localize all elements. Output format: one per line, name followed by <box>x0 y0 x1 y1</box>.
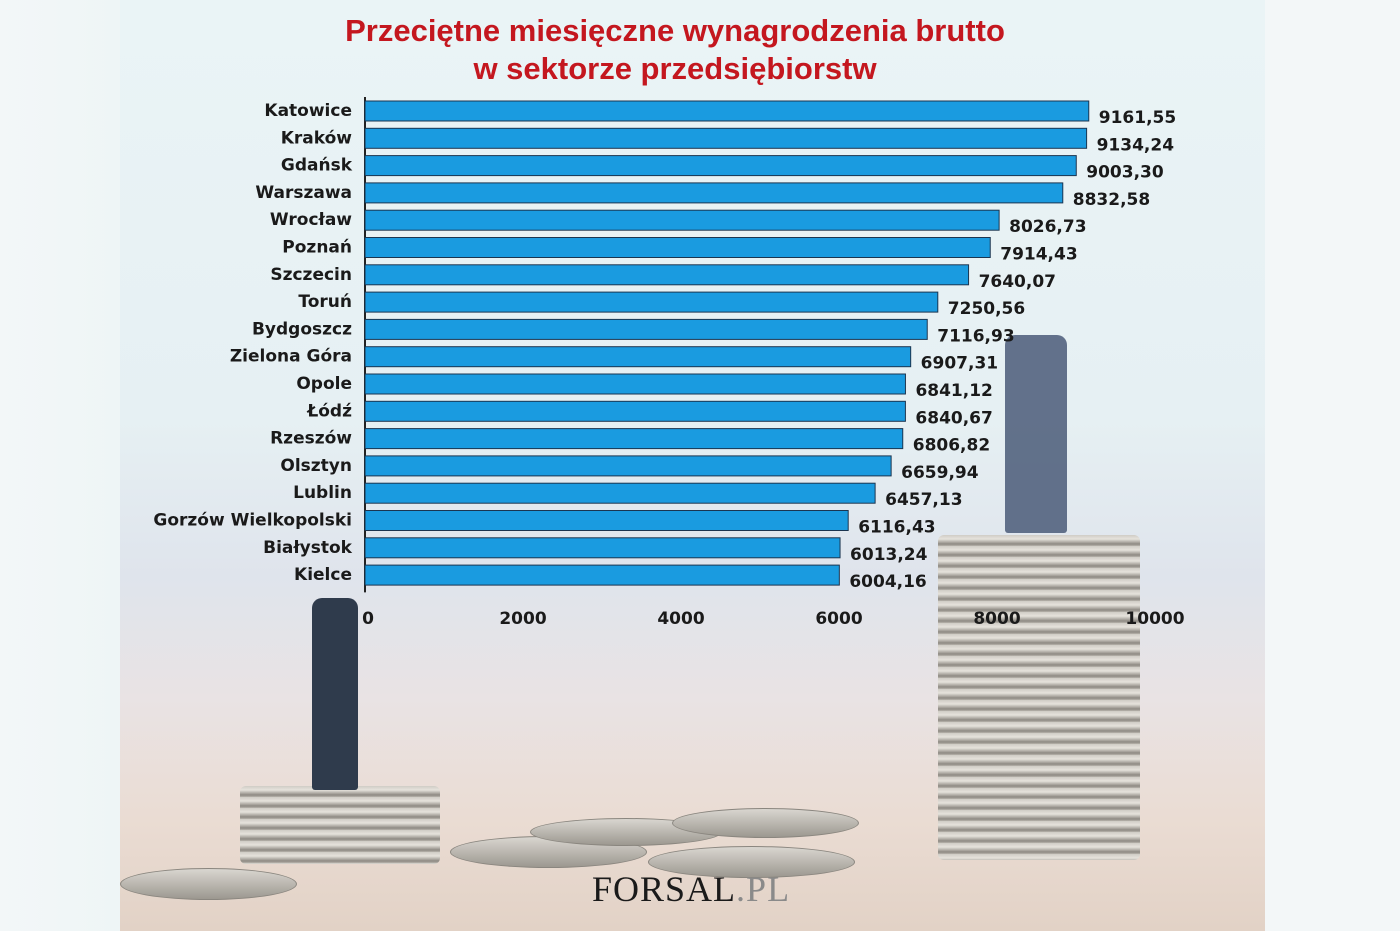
bar <box>364 127 1088 149</box>
value-label: 7250,56 <box>948 299 1025 319</box>
chart-title: Przeciętne miesięczne wynagrodzenia brut… <box>345 13 1005 86</box>
coin <box>672 808 859 838</box>
businessman-figure-left <box>312 598 358 790</box>
value-label: 6116,43 <box>858 518 935 538</box>
value-label: 6013,24 <box>850 545 928 565</box>
category-label: Gdańsk <box>281 156 353 176</box>
category-label: Poznań <box>282 238 352 258</box>
category-label: Gorzów Wielkopolski <box>153 511 352 531</box>
value-label: 6659,94 <box>901 463 979 483</box>
coin <box>648 846 855 878</box>
bar <box>364 209 1000 231</box>
bar <box>364 100 1090 122</box>
forsal-logo: FORSAL.PL <box>592 869 791 909</box>
category-label: Rzeszów <box>270 429 352 449</box>
bar <box>364 237 991 258</box>
value-label: 6907,31 <box>921 354 998 374</box>
value-label: 8832,58 <box>1073 190 1150 210</box>
coin-stack-right <box>938 535 1140 860</box>
bar <box>364 346 912 368</box>
bar <box>364 564 840 586</box>
value-label: 6457,13 <box>885 490 962 510</box>
x-tick-label: 0 <box>362 609 374 629</box>
x-tick-label: 10000 <box>1125 609 1184 629</box>
bar <box>364 155 1077 177</box>
x-tick-label: 8000 <box>973 609 1020 629</box>
category-label: Zielona Góra <box>230 347 352 367</box>
x-tick-label: 6000 <box>815 609 862 629</box>
value-label: 9003,30 <box>1086 163 1164 183</box>
value-label: 6841,12 <box>915 381 992 401</box>
category-label: Łódź <box>306 401 352 421</box>
x-tick-label: 4000 <box>657 609 704 629</box>
bar <box>364 537 841 559</box>
bar <box>364 510 849 531</box>
value-label: 8026,73 <box>1009 217 1086 237</box>
value-label: 6840,67 <box>915 408 992 428</box>
value-label: 6806,82 <box>913 436 990 456</box>
value-label: 6004,16 <box>849 572 926 592</box>
category-label: Opole <box>296 374 352 394</box>
value-label: 7116,93 <box>937 326 1014 346</box>
value-label: 7914,43 <box>1000 245 1077 265</box>
category-label: Lublin <box>293 483 352 503</box>
bar <box>364 182 1064 204</box>
category-label: Kielce <box>294 565 352 585</box>
category-label: Olsztyn <box>280 456 352 476</box>
bar <box>364 264 970 286</box>
value-label: 7640,07 <box>979 272 1056 292</box>
bar <box>364 291 939 313</box>
bar <box>364 455 892 477</box>
bar <box>364 373 906 395</box>
bar <box>364 400 906 422</box>
coin-stack-left <box>240 786 440 864</box>
category-label: Toruń <box>298 292 352 312</box>
x-tick-label: 2000 <box>499 609 546 629</box>
category-label: Szczecin <box>270 265 352 285</box>
category-label: Bydgoszcz <box>252 319 352 339</box>
bar <box>364 428 904 450</box>
category-label: Wrocław <box>270 210 352 230</box>
bar <box>364 482 876 504</box>
category-label: Warszawa <box>255 183 352 203</box>
category-label: Białystok <box>263 538 353 558</box>
value-label: 9161,55 <box>1099 108 1176 128</box>
bar <box>364 318 928 340</box>
category-label: Kraków <box>281 128 353 148</box>
coin <box>120 868 297 900</box>
value-label: 9134,24 <box>1097 135 1175 155</box>
category-label: Katowice <box>264 101 352 121</box>
businessman-figure-right <box>1005 335 1067 533</box>
